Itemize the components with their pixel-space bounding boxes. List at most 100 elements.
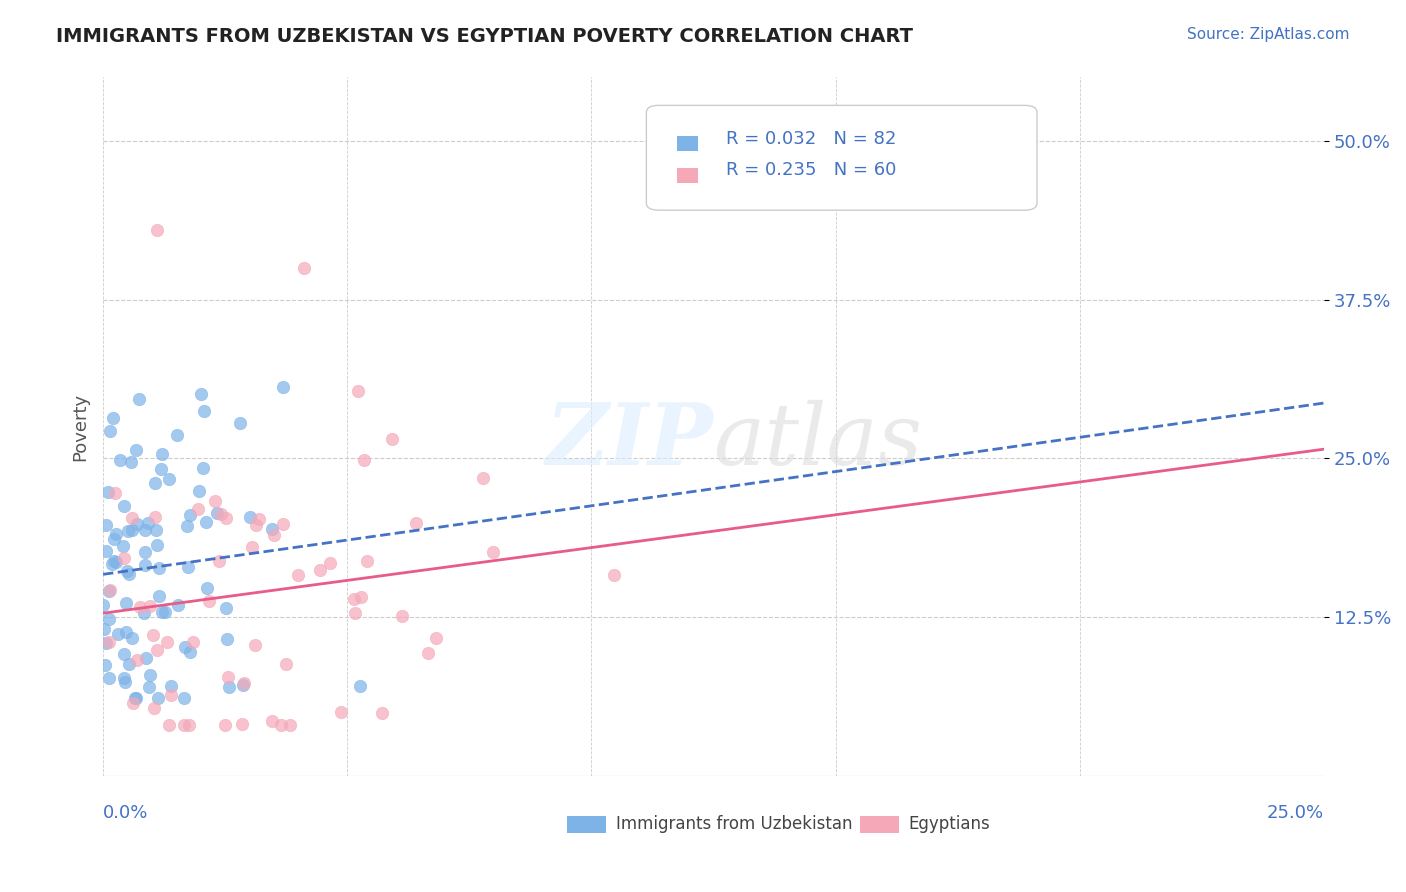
Point	[125, 653, 148, 667]
Text: 0.0%: 0.0%	[103, 804, 149, 822]
Point	[136, 516, 159, 531]
Point	[138, 680, 160, 694]
Point	[121, 511, 143, 525]
Point	[179, 508, 201, 523]
Point	[124, 690, 146, 705]
Point	[148, 561, 170, 575]
Point	[112, 551, 135, 566]
Point	[193, 404, 215, 418]
Point	[188, 483, 211, 498]
Point	[97, 583, 120, 598]
Point	[134, 545, 156, 559]
Point	[105, 555, 128, 569]
Point	[329, 705, 352, 719]
Point	[287, 568, 309, 582]
Point	[139, 599, 162, 614]
Point	[308, 563, 330, 577]
Point	[347, 384, 370, 398]
Point	[231, 717, 253, 731]
Point	[160, 680, 183, 694]
Point	[343, 591, 366, 606]
Point	[132, 606, 155, 620]
Point	[121, 523, 143, 537]
Point	[118, 567, 141, 582]
Point	[114, 671, 136, 685]
Point	[145, 476, 167, 491]
Point	[146, 691, 169, 706]
Point	[233, 676, 256, 690]
Point	[107, 627, 129, 641]
Point	[115, 624, 138, 639]
Point	[181, 635, 204, 649]
Point	[146, 538, 169, 552]
FancyBboxPatch shape	[567, 816, 606, 833]
Point	[108, 452, 131, 467]
Y-axis label: Poverty: Poverty	[72, 392, 89, 461]
Point	[471, 471, 494, 485]
Point	[209, 507, 232, 521]
Point	[481, 545, 503, 559]
Point	[112, 539, 135, 553]
Point	[263, 528, 285, 542]
Point	[356, 553, 378, 567]
Point	[134, 523, 156, 537]
Point	[217, 632, 239, 647]
Point	[114, 596, 136, 610]
Point	[117, 524, 139, 538]
FancyBboxPatch shape	[860, 816, 898, 833]
Point	[425, 632, 447, 646]
Point	[145, 523, 167, 537]
Point	[381, 432, 404, 446]
Point	[115, 564, 138, 578]
Point	[127, 516, 149, 531]
Point	[125, 690, 148, 705]
Point	[190, 387, 212, 401]
Point	[174, 640, 197, 655]
Point	[270, 718, 292, 732]
Point	[101, 410, 124, 425]
Point	[215, 601, 238, 615]
Point	[197, 594, 219, 608]
Point	[93, 598, 115, 612]
Point	[94, 544, 117, 558]
Point	[603, 568, 626, 582]
Point	[122, 696, 145, 710]
Text: 25.0%: 25.0%	[1267, 804, 1324, 822]
Point	[150, 605, 173, 619]
Point	[153, 605, 176, 619]
Point	[94, 658, 117, 673]
Point	[103, 533, 125, 547]
Point	[218, 680, 240, 694]
Point	[229, 416, 252, 430]
Point	[179, 645, 201, 659]
Point	[238, 509, 260, 524]
Point	[93, 622, 115, 636]
Point	[98, 424, 121, 438]
Point	[278, 718, 301, 732]
Point	[142, 628, 165, 642]
Point	[145, 509, 167, 524]
Point	[149, 462, 172, 476]
Point	[370, 706, 392, 720]
Point	[104, 485, 127, 500]
Point	[94, 636, 117, 650]
Point	[120, 455, 142, 469]
Point	[176, 519, 198, 533]
Text: ZIP: ZIP	[546, 399, 713, 483]
Text: R = 0.032   N = 82: R = 0.032 N = 82	[725, 130, 896, 148]
Text: Immigrants from Uzbekistan: Immigrants from Uzbekistan	[616, 815, 852, 833]
Point	[262, 522, 284, 536]
Point	[103, 554, 125, 568]
Point	[194, 515, 217, 529]
Point	[271, 380, 294, 394]
Point	[134, 558, 156, 573]
Point	[125, 442, 148, 457]
Point	[240, 540, 263, 554]
Point	[156, 634, 179, 648]
Text: atlas: atlas	[713, 400, 922, 482]
Text: R = 0.235   N = 60: R = 0.235 N = 60	[725, 161, 896, 178]
Point	[97, 671, 120, 685]
Point	[195, 581, 218, 595]
Point	[129, 599, 152, 614]
FancyBboxPatch shape	[676, 136, 699, 152]
